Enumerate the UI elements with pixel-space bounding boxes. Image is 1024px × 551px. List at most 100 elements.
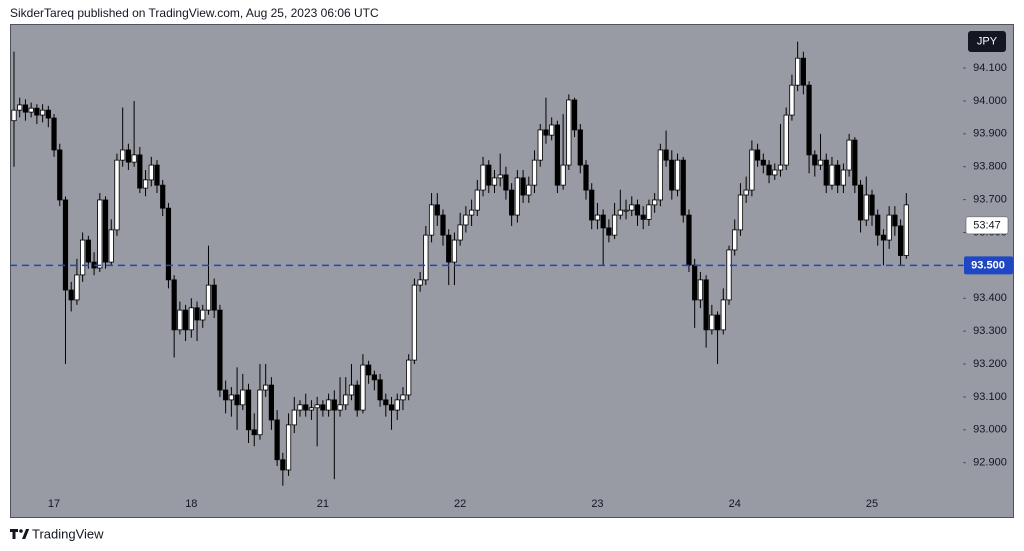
candle-body (783, 114, 789, 166)
candle-body (486, 164, 492, 186)
candle-body (68, 289, 74, 301)
candle-body (137, 154, 143, 189)
header-text: SikderTareq published on TradingView.com… (10, 6, 379, 20)
candle-body (531, 159, 538, 186)
candle-body (131, 154, 137, 163)
candle-body (703, 279, 709, 331)
y-tick-label: 94.000 (973, 95, 1007, 107)
candle-body (857, 184, 864, 221)
price-label: 93.500 (971, 259, 1005, 271)
candle-body (714, 314, 721, 331)
candle-body (726, 249, 732, 301)
candle-body (835, 164, 841, 186)
candle-body (154, 164, 160, 186)
candle-body (217, 309, 223, 391)
candle-body (320, 404, 326, 411)
candle-body (863, 194, 869, 221)
candle-body (434, 204, 440, 216)
candle-body (846, 139, 852, 171)
candle-body (669, 159, 675, 191)
candle-body (697, 279, 704, 301)
candle-body (188, 307, 194, 331)
candle-body (28, 107, 34, 113)
candle-body (228, 394, 234, 401)
candle-body (509, 189, 515, 216)
x-tick-label: 18 (185, 498, 197, 510)
candle-body (177, 309, 183, 331)
candle-body (417, 279, 423, 286)
candle-body (657, 149, 663, 201)
candle-body (646, 204, 652, 220)
candle-body (440, 214, 446, 236)
candle-body (537, 129, 543, 161)
candle-body (686, 214, 692, 266)
x-tick-label: 21 (317, 498, 329, 510)
candle-body (142, 179, 149, 189)
tradingview-logo (10, 529, 30, 539)
candle-body (125, 149, 131, 163)
candle-body (114, 159, 120, 231)
candle-body (795, 57, 801, 86)
candle-body (629, 204, 635, 211)
candle-body (102, 199, 109, 263)
x-tick-label: 23 (591, 498, 603, 510)
candle-body (223, 389, 229, 401)
candle-body (366, 364, 372, 376)
candle-body (806, 84, 812, 156)
candle-body (451, 239, 458, 263)
candle-body (171, 279, 177, 331)
candle-body (285, 424, 292, 471)
candle-body (652, 199, 658, 206)
candle-body (903, 204, 909, 256)
candle-body (880, 234, 887, 241)
candle-body (840, 169, 847, 186)
candle-body (709, 314, 715, 331)
candle-body (325, 399, 332, 411)
candle-body (554, 124, 561, 186)
candle-body (257, 389, 263, 436)
candle-body (446, 234, 452, 263)
candle-body (314, 404, 320, 409)
candle-body (560, 164, 566, 186)
candle-body (766, 164, 772, 176)
candle-body (108, 229, 114, 263)
candle-body (400, 394, 406, 401)
candle-body (165, 207, 172, 281)
candle-body (680, 159, 686, 216)
candle-body (411, 284, 418, 361)
candle-body (388, 404, 395, 411)
candle-body (205, 284, 212, 311)
candle-body (97, 199, 103, 269)
price-label-box (964, 256, 1013, 275)
candle-body (823, 159, 829, 186)
candle-body (211, 284, 217, 311)
candle-body (331, 399, 337, 411)
candle-body (577, 129, 583, 166)
candle-body (423, 234, 429, 281)
candle-body (297, 404, 303, 411)
candle-body (160, 184, 166, 209)
candle-body (17, 104, 23, 111)
candle-body (491, 177, 498, 186)
y-tick-label: 92.900 (973, 457, 1007, 469)
candle-body (520, 177, 526, 196)
y-tick-label: 93.800 (973, 161, 1007, 173)
candle-body (589, 189, 595, 221)
candle-body (463, 214, 469, 226)
candle-body (749, 149, 755, 191)
currency: JPY (977, 35, 998, 47)
candle-body (428, 204, 435, 236)
candle-body (737, 194, 744, 231)
candle-body (245, 389, 252, 431)
candle-body (514, 177, 520, 216)
candle-body (875, 214, 881, 236)
y-tick-label: 94.100 (973, 62, 1007, 74)
candle-body (268, 384, 275, 421)
candle-body (308, 407, 315, 411)
candle-body (892, 214, 898, 227)
candle-body (406, 359, 412, 396)
candle-body (354, 384, 360, 411)
candle-body (566, 99, 572, 166)
candle-body (812, 154, 818, 166)
